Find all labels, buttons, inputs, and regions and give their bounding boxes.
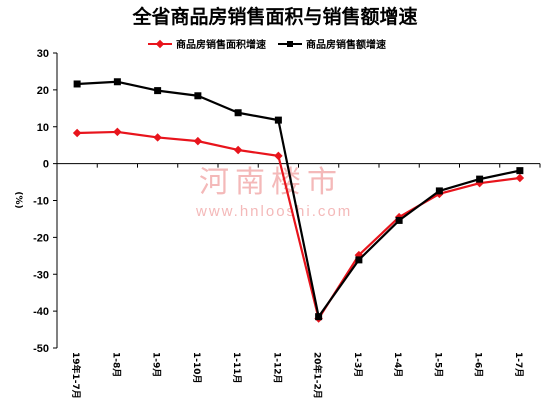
data-point-amount [73,80,81,88]
x-tick-label: 1-10月 [191,352,202,384]
x-tick-label: 1-5月 [432,352,443,377]
legend-label-area: 商品房销售面积增速 [176,38,266,51]
data-point-area [153,133,162,142]
x-tick-label: 1-12月 [271,352,282,384]
y-axis-label: (%) [13,191,23,208]
data-point-amount [194,92,202,100]
data-point-amount [113,78,121,86]
legend-label-amount: 商品房销售额增速 [306,38,386,51]
legend-marker-area [155,39,165,49]
data-point-area [274,151,283,161]
x-tick-label: 1-7月 [513,352,524,377]
data-point-area [72,128,82,138]
data-point-area [515,173,525,183]
y-tick-label: 30 [37,48,49,60]
data-point-amount [476,175,484,183]
x-tick-label: 19年1-7月 [70,352,82,399]
x-tick-label: 1-3月 [352,352,363,377]
x-tick-label: 1-8月 [110,352,121,377]
data-point-amount [234,109,242,117]
data-point-amount [516,167,524,175]
data-point-area [113,127,122,137]
series-layer [72,78,525,323]
data-point-area [233,145,243,155]
x-tick-label: 1-11月 [231,352,242,384]
axes: 30 20 10 0 -10 -20 -30 -40 -50 19年1-7月 1-8月 1-9月 1-1… [33,48,541,399]
data-point-amount [154,87,162,95]
y-tick-label: -40 [33,306,49,318]
data-point-amount [274,116,282,124]
data-point-amount [435,187,443,195]
legend-marker-amount [287,41,293,47]
series-line-area [77,130,521,320]
y-tick-label: 10 [37,122,49,134]
x-tick-label: 1-4月 [392,352,403,377]
x-tick-label: 20年1-2月 [312,352,324,399]
data-point-area [193,136,203,146]
series-line-amount [77,80,521,318]
watermark-url: www.hnlooshi.com [195,203,352,220]
y-tick-label: -10 [33,196,49,208]
y-tick-label: 20 [37,85,49,97]
x-tick-label: 1-9月 [151,352,162,377]
y-tick-label: -50 [33,343,49,355]
data-point-amount [395,216,403,224]
data-point-amount [355,256,363,264]
y-tick-label: 0 [43,159,49,171]
y-tick-label: -20 [33,232,49,244]
y-tick-label: -30 [33,269,49,281]
watermark-chinese: 河南楼市 [199,165,343,200]
legend: 商品房销售面积增速 商品房销售额增速 [148,38,386,51]
chart-title: 全省商品房销售面积与销售额增速 [131,5,417,28]
data-point-amount [315,313,323,321]
x-tick-label: 1-6月 [473,352,484,377]
